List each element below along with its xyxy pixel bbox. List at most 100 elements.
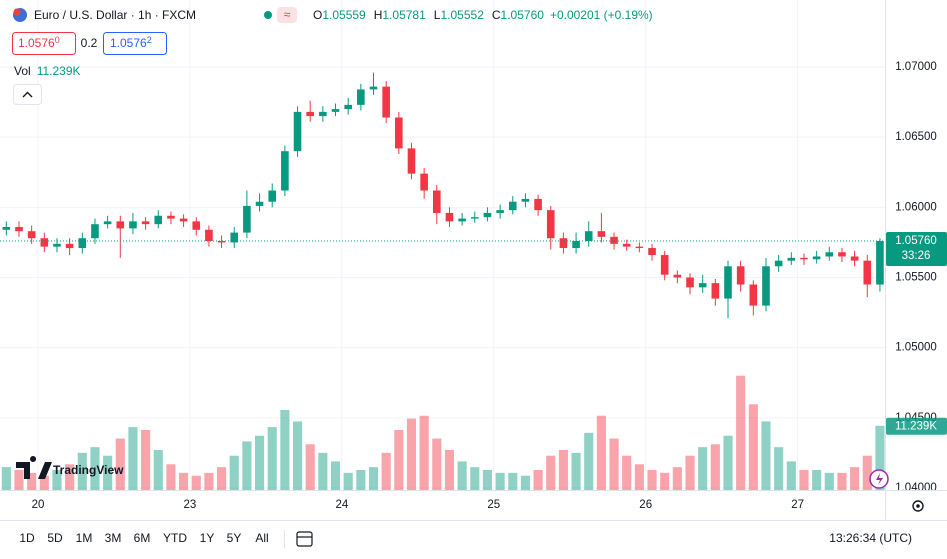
candle-body — [407, 148, 416, 174]
volume-bar — [571, 452, 581, 490]
range-button[interactable]: 1Y — [200, 531, 215, 545]
settings-icon[interactable] — [912, 500, 924, 512]
watermark-logo — [16, 456, 52, 479]
volume-bar — [444, 450, 455, 490]
volume-bar — [39, 475, 49, 490]
volume-bar — [761, 421, 771, 490]
watermark: TradingView — [16, 456, 124, 479]
ohlc-key: O — [313, 8, 322, 22]
candle-body — [876, 241, 884, 285]
axes: 1.040001.045001.050001.055001.060001.065… — [32, 61, 947, 511]
candle-body — [711, 283, 720, 299]
date-range-icon[interactable] — [296, 531, 313, 547]
range-button[interactable]: 1D — [19, 531, 35, 545]
range-button[interactable]: 3M — [105, 531, 122, 545]
countdown: 33:26 — [902, 250, 931, 262]
clock[interactable]: 13:26:34 (UTC) — [829, 531, 912, 545]
volume-bar — [470, 467, 480, 490]
volume-bar — [812, 470, 822, 490]
candle-body — [863, 260, 872, 285]
candle-body — [648, 248, 656, 256]
candle-body — [660, 255, 669, 275]
ohlc-value: 1.05781 — [382, 8, 426, 22]
range-button[interactable]: 1M — [76, 531, 93, 545]
volume-bar — [748, 404, 758, 490]
volume-bar — [584, 432, 594, 490]
candle-body — [774, 260, 783, 267]
volume-bar — [27, 472, 37, 490]
volume-bar — [457, 461, 467, 490]
candle-body — [357, 89, 365, 105]
candle-body — [724, 266, 732, 299]
candle-body — [15, 226, 23, 232]
candle-body — [91, 224, 99, 239]
replay-icon-bolt — [876, 473, 883, 485]
data-status[interactable] — [277, 7, 297, 23]
volume-bar — [242, 441, 252, 490]
candle-body — [395, 117, 403, 149]
candle-body — [255, 201, 264, 206]
candle-body — [534, 198, 542, 211]
volume-bar — [698, 447, 708, 490]
symbol-title[interactable]: Euro / U.S. Dollar · 1h · FXCM — [34, 8, 196, 22]
candle-body — [508, 201, 517, 211]
volume-bar — [179, 472, 189, 490]
volume-bar — [330, 461, 341, 490]
volume-bar — [305, 444, 315, 490]
volume-bar — [495, 472, 505, 490]
volume-bar — [267, 427, 277, 490]
range-button[interactable]: 6M — [134, 531, 151, 545]
collapse-button[interactable] — [13, 84, 42, 105]
range-button[interactable]: 5Y — [227, 531, 242, 545]
candle-body — [572, 241, 580, 249]
volume-legend-value: 11.239K — [37, 64, 81, 78]
candle-body — [850, 256, 859, 261]
candle-body — [762, 266, 770, 306]
range-button[interactable]: YTD — [163, 531, 187, 545]
symbol-icon-flag — [13, 8, 21, 16]
ohlc-value: 1.05552 — [440, 8, 484, 22]
volume-badge — [886, 417, 947, 435]
last-price-badge — [886, 232, 947, 267]
candle-body — [319, 111, 327, 117]
volume-bar — [710, 444, 720, 490]
candle-body — [167, 215, 175, 219]
spread: 0.2 — [81, 36, 98, 50]
x-tick-label: 20 — [32, 499, 45, 511]
candle-body — [686, 277, 694, 288]
volume-bar — [622, 455, 632, 490]
volume-bar — [90, 447, 100, 490]
candle-body — [521, 198, 530, 202]
volume-bar — [432, 438, 442, 490]
volume-bar — [546, 455, 556, 490]
volume-bar — [318, 452, 328, 490]
candle-body — [458, 218, 466, 222]
candle-body — [2, 226, 11, 230]
volume-bar — [824, 472, 834, 490]
range-button[interactable]: 5D — [47, 531, 63, 545]
candle-body — [205, 229, 213, 242]
range-button[interactable]: All — [255, 531, 268, 545]
candle-body — [344, 104, 352, 110]
volume-bar — [672, 467, 682, 490]
ohlc-value: 1.05559 — [322, 8, 366, 22]
market-status — [264, 11, 272, 19]
buy-button[interactable] — [103, 32, 167, 55]
volume-bar — [280, 410, 290, 490]
volume-bar — [508, 472, 518, 490]
x-tick-label: 26 — [639, 499, 652, 511]
volume-bar — [634, 464, 644, 490]
candle-body — [597, 231, 606, 237]
volume-badge-label: 11.239K — [895, 420, 937, 432]
ohlc-key: H — [374, 8, 383, 22]
volume-bar — [65, 464, 75, 490]
settings-icon-center — [916, 504, 920, 508]
calendar-icon — [296, 531, 313, 547]
candle-body — [496, 210, 504, 213]
volume-bar — [14, 470, 24, 490]
sell-button[interactable] — [12, 32, 76, 55]
volume-bar — [103, 455, 113, 490]
volume-bar — [229, 455, 239, 490]
y-tick-label: 1.05500 — [895, 272, 937, 284]
volume-bar — [191, 475, 201, 490]
